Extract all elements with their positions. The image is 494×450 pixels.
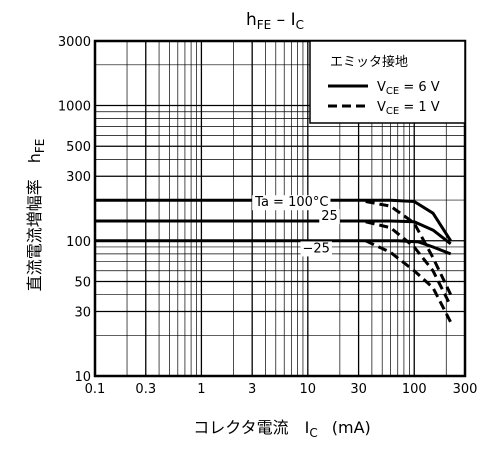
legend-entry-vce-1v: VCE = 1 V	[377, 100, 440, 117]
x-tick-label: 0.1	[85, 382, 106, 397]
x-tick-labels: 0.1 0.3 1 3 10 30 100 300	[85, 382, 478, 397]
y-tick-label: 100	[66, 235, 91, 250]
legend-entry-vce-6v: VCE = 6 V	[377, 80, 440, 97]
y-tick-label: 500	[66, 140, 91, 155]
x-axis-label-sub: C	[309, 426, 317, 440]
y-tick-labels: 10 30 50 100 300 500 1000 3000	[58, 35, 91, 385]
legend: エミッタ接地 VCE = 6 V VCE = 1 V	[309, 40, 466, 124]
annotations: Ta = 100°C25 −25	[252, 195, 340, 257]
x-tick-label: 100	[402, 382, 427, 397]
x-tick-label: 1	[197, 382, 205, 397]
legend-entry-0-prefix: V	[377, 80, 386, 95]
x-axis-label: コレクタ電流 IC (mA)	[193, 418, 371, 440]
legend-entry-1-suffix: = 1 V	[399, 100, 440, 115]
x-tick-label: 3	[248, 382, 256, 397]
legend-title: エミッタ接地	[330, 54, 408, 70]
title-main: h	[246, 10, 257, 30]
plot-area-frame	[93, 39, 467, 378]
x-tick-label: 300	[453, 382, 478, 397]
title-sep-sub: C	[296, 18, 304, 32]
y-tick-label: 50	[74, 275, 91, 290]
series-line-1	[95, 219, 452, 245]
legend-entry-1-prefix: V	[377, 100, 386, 115]
chart-title: hFE – IC	[246, 10, 304, 32]
curve-label: −25	[303, 241, 330, 256]
series-group	[95, 198, 453, 323]
series-line-3	[365, 200, 453, 296]
curve-label: Ta = 100°C	[254, 195, 328, 210]
series-line-4	[365, 220, 453, 307]
x-tick-label: 0.3	[135, 382, 156, 397]
curve-label: 25	[321, 209, 338, 224]
series-line-5	[365, 239, 453, 323]
title-sep: – I	[271, 10, 295, 30]
title-main-sub: FE	[257, 18, 271, 32]
curve-label-bg	[319, 209, 340, 225]
series-line-2	[95, 239, 452, 256]
y-tick-label: 10	[74, 370, 91, 385]
y-tick-label: 300	[66, 170, 91, 185]
curve-label-bg	[252, 195, 331, 211]
x-axis-label-text: コレクタ電流 I	[193, 418, 309, 437]
x-axis-label-unit: (mA)	[332, 418, 371, 437]
legend-box	[309, 40, 466, 124]
y-axis-label-text: 直流電流増幅率 h	[25, 153, 44, 291]
curve-label-bg	[300, 241, 332, 257]
y-tick-label: 3000	[58, 35, 91, 50]
legend-entry-0-suffix: = 6 V	[399, 80, 440, 95]
legend-entry-1-sub: CE	[386, 106, 399, 117]
y-axis-label-sub: FE	[33, 139, 47, 153]
y-tick-label: 1000	[58, 100, 91, 115]
x-tick-label: 30	[350, 382, 367, 397]
legend-entry-0-sub: CE	[386, 86, 399, 97]
y-tick-label: 30	[74, 305, 91, 320]
x-tick-label: 10	[300, 382, 317, 397]
y-axis-label: 直流電流増幅率 hFE	[25, 139, 47, 292]
